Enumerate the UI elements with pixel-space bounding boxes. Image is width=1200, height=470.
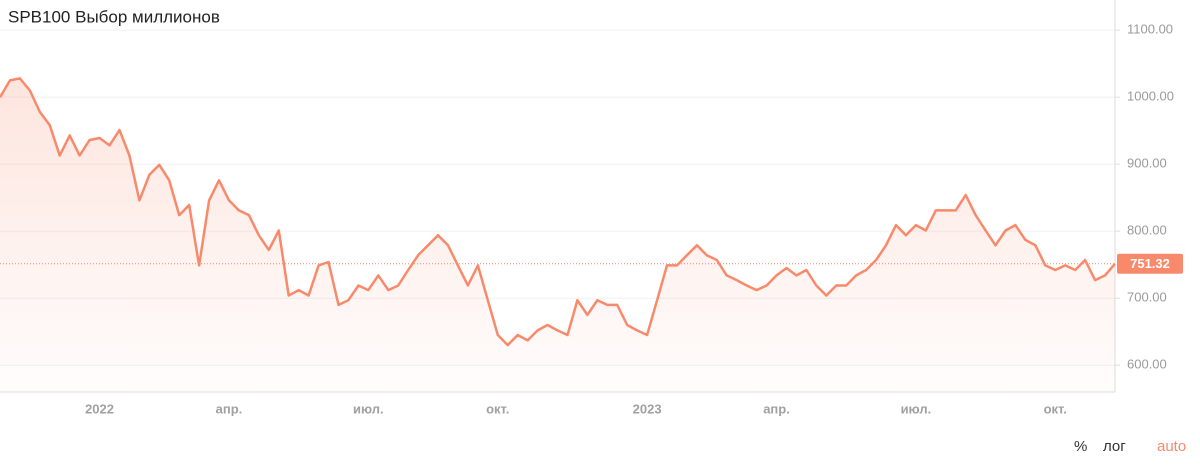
last-price-label: 751.32 [1130,256,1170,271]
percent-toggle[interactable]: % [1074,438,1088,455]
area [0,78,1115,393]
x-tick-label: июл. [901,401,932,416]
chart-title: SPB100 Выбор миллионов [8,7,220,26]
last-price-box [1117,253,1183,274]
x-tick-label: 2022 [85,401,114,416]
log-toggle[interactable]: лог [1103,438,1126,455]
x-tick-label: окт. [1044,401,1067,416]
y-tick-label: 900.00 [1127,156,1167,171]
y-tick-label: 600.00 [1127,357,1167,372]
y-tick-label: 800.00 [1127,223,1167,238]
x-tick-label: апр. [763,401,790,416]
y-tick-label: 1100.00 [1127,22,1173,37]
auto-toggle[interactable]: auto [1157,438,1187,455]
y-tick-label: 1000.00 [1127,89,1174,104]
x-tick-label: окт. [486,401,509,416]
x-tick-label: июл. [353,401,384,416]
line [0,77,1116,347]
x-tick-label: апр. [216,401,243,416]
x-tick-label: 2023 [633,401,662,416]
y-tick-label: 700.00 [1127,290,1167,305]
